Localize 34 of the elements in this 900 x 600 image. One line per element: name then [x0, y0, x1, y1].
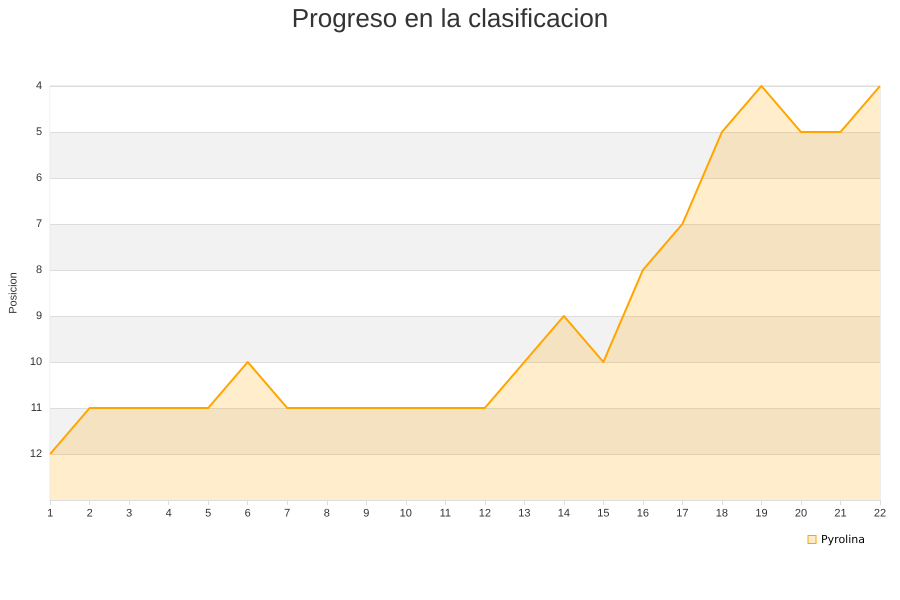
x-tick-label: 10: [400, 508, 412, 520]
y-tick-label: 4: [36, 80, 42, 92]
y-tick-label: 6: [36, 172, 42, 184]
x-tick-label: 3: [126, 508, 132, 520]
y-tick-label: 12: [30, 448, 42, 460]
x-tick-label: 11: [440, 508, 452, 520]
legend-label: Pyrolina: [821, 533, 866, 546]
x-tick-label: 5: [205, 508, 212, 520]
chart-title: Progreso en la clasificacion: [292, 3, 608, 33]
y-tick-label: 11: [30, 402, 42, 414]
y-tick-label: 9: [36, 310, 42, 322]
x-tick-label: 14: [558, 508, 570, 520]
y-tick-label: 7: [36, 218, 42, 230]
x-tick-label: 2: [86, 508, 93, 520]
x-tick-label: 9: [363, 508, 370, 520]
x-tick-label: 18: [716, 508, 728, 520]
x-tick-label: 13: [518, 508, 530, 520]
y-axis-title: Posicion: [8, 272, 20, 314]
x-tick-label: 6: [244, 508, 251, 520]
x-tick-label: 7: [284, 508, 290, 520]
y-tick-label: 5: [36, 126, 42, 138]
x-tick-label: 21: [834, 508, 847, 520]
x-tick-label: 4: [166, 508, 172, 520]
x-tick-label: 17: [676, 508, 689, 520]
y-tick-label: 8: [36, 264, 42, 276]
x-tick-label: 12: [478, 508, 491, 520]
x-tick-label: 15: [597, 508, 610, 520]
x-tick-label: 20: [794, 508, 808, 520]
x-tick-label: 8: [324, 508, 330, 520]
x-tick-label: 22: [874, 508, 886, 520]
y-tick-label: 10: [30, 356, 42, 368]
x-tick-label: 16: [636, 508, 650, 520]
x-tick-label: 1: [47, 508, 54, 520]
x-tick-label: 19: [755, 508, 768, 520]
